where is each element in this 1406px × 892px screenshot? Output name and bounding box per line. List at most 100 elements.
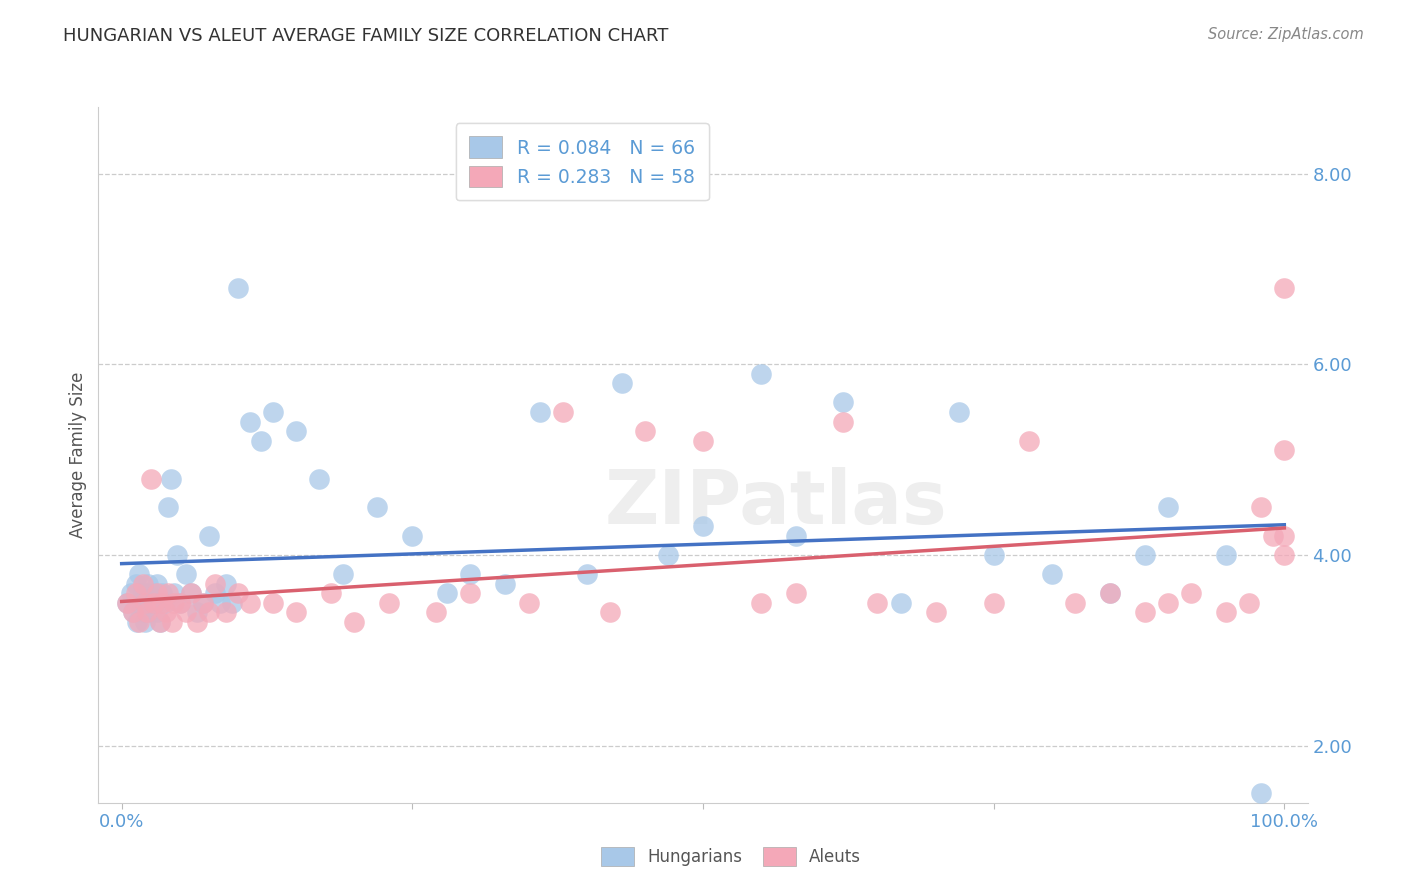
Point [1018, 434, 1040, 448]
Point [136, 605, 159, 619]
Point [122, 605, 145, 619]
Point [226, 281, 249, 295]
Point [131, 605, 153, 619]
Point [890, 596, 912, 610]
Point [425, 605, 447, 619]
Point [1180, 586, 1202, 600]
Point [785, 529, 807, 543]
Point [1040, 567, 1063, 582]
Point [1215, 548, 1237, 562]
Point [460, 586, 482, 600]
Point [122, 605, 145, 619]
Point [1272, 281, 1295, 295]
Point [153, 596, 176, 610]
Point [163, 596, 186, 610]
Point [1098, 586, 1121, 600]
Point [150, 596, 173, 610]
Point [1250, 786, 1272, 800]
Point [149, 615, 172, 629]
Point [155, 605, 177, 619]
Point [262, 405, 284, 419]
Point [215, 576, 238, 591]
Point [136, 586, 159, 600]
Point [157, 586, 180, 600]
Point [159, 472, 181, 486]
Y-axis label: Average Family Size: Average Family Size [69, 372, 87, 538]
Point [332, 567, 354, 582]
Point [1215, 605, 1237, 619]
Point [160, 615, 183, 629]
Point [924, 605, 946, 619]
Point [128, 615, 150, 629]
Point [143, 596, 166, 610]
Point [209, 596, 232, 610]
Point [221, 596, 243, 610]
Point [517, 596, 540, 610]
Point [262, 596, 284, 610]
Point [1133, 548, 1156, 562]
Point [749, 596, 772, 610]
Point [134, 615, 156, 629]
Point [319, 586, 342, 600]
Point [599, 605, 621, 619]
Point [149, 615, 172, 629]
Point [226, 586, 249, 600]
Point [117, 596, 139, 610]
Legend: R = 0.084   N = 66, R = 0.283   N = 58: R = 0.084 N = 66, R = 0.283 N = 58 [456, 123, 709, 201]
Point [131, 586, 153, 600]
Point [134, 596, 156, 610]
Point [692, 434, 714, 448]
Point [831, 395, 853, 409]
Point [460, 567, 482, 582]
Point [239, 415, 262, 429]
Point [1272, 548, 1295, 562]
Text: HUNGARIAN VS ALEUT AVERAGE FAMILY SIZE CORRELATION CHART: HUNGARIAN VS ALEUT AVERAGE FAMILY SIZE C… [63, 27, 669, 45]
Point [204, 586, 226, 600]
Point [343, 615, 366, 629]
Point [494, 576, 516, 591]
Point [166, 548, 188, 562]
Point [198, 605, 221, 619]
Point [180, 586, 202, 600]
Point [553, 405, 575, 419]
Point [138, 576, 160, 591]
Point [657, 548, 679, 562]
Point [169, 596, 191, 610]
Point [186, 605, 208, 619]
Point [749, 367, 772, 381]
Point [239, 596, 262, 610]
Point [163, 586, 186, 600]
Point [128, 596, 150, 610]
Point [134, 596, 156, 610]
Text: Source: ZipAtlas.com: Source: ZipAtlas.com [1208, 27, 1364, 42]
Point [117, 596, 139, 610]
Point [366, 500, 388, 515]
Point [575, 567, 598, 582]
Point [143, 586, 166, 600]
Point [401, 529, 423, 543]
Point [139, 472, 162, 486]
Point [436, 586, 458, 600]
Point [128, 567, 150, 582]
Point [1272, 443, 1295, 458]
Point [250, 434, 273, 448]
Point [204, 576, 226, 591]
Point [1250, 500, 1272, 515]
Point [378, 596, 401, 610]
Point [169, 596, 191, 610]
Point [1261, 529, 1284, 543]
Point [285, 605, 308, 619]
Point [1239, 596, 1261, 610]
Point [145, 605, 167, 619]
Point [191, 596, 214, 610]
Point [148, 596, 170, 610]
Point [983, 596, 1005, 610]
Point [139, 605, 162, 619]
Point [124, 586, 146, 600]
Point [692, 519, 714, 533]
Point [174, 567, 197, 582]
Point [180, 586, 202, 600]
Point [634, 424, 657, 438]
Point [831, 415, 853, 429]
Point [142, 596, 165, 610]
